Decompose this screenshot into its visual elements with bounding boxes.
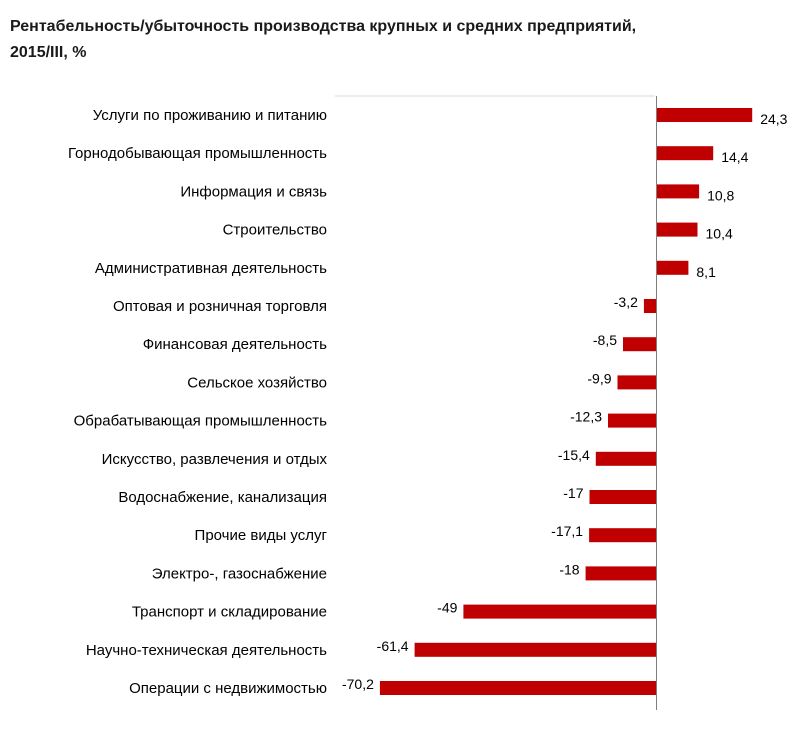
value-label: -70,2 bbox=[342, 676, 374, 692]
category-label: Горнодобывающая промышленность bbox=[68, 145, 327, 162]
bar bbox=[608, 413, 657, 428]
bar bbox=[617, 375, 657, 390]
category-label: Научно-техническая деятельность bbox=[86, 642, 327, 659]
bars-layer bbox=[379, 108, 753, 695]
value-label: 24,3 bbox=[760, 111, 787, 127]
value-label: 14,4 bbox=[721, 149, 748, 165]
category-label: Финансовая деятельность bbox=[143, 336, 327, 353]
bar bbox=[595, 451, 657, 466]
value-label: -49 bbox=[437, 600, 457, 616]
bar bbox=[656, 222, 698, 237]
category-label: Электро-, газоснабжение bbox=[152, 565, 327, 582]
value-label: 8,1 bbox=[696, 264, 716, 280]
category-label: Услуги по проживанию и питанию bbox=[93, 107, 327, 124]
category-label: Обрабатывающая промышленность bbox=[74, 413, 328, 430]
labels-layer: Услуги по проживанию и питанию 24,3 Горнод… bbox=[68, 107, 788, 697]
value-label: 10,8 bbox=[707, 187, 734, 203]
bar bbox=[463, 604, 657, 619]
category-label: Прочие виды услуг bbox=[195, 527, 328, 544]
value-label: -8,5 bbox=[593, 332, 617, 348]
category-label: Оптовая и розничная торговля bbox=[113, 298, 327, 315]
bar bbox=[656, 146, 714, 161]
value-label: -61,4 bbox=[377, 638, 409, 654]
bar bbox=[656, 184, 700, 199]
bar bbox=[623, 337, 657, 352]
value-label: -3,2 bbox=[614, 294, 638, 310]
value-label: -17,1 bbox=[551, 523, 583, 539]
bar bbox=[589, 528, 657, 543]
category-label: Транспорт и складирование bbox=[132, 604, 327, 621]
value-label: -15,4 bbox=[558, 447, 590, 463]
value-label: -18 bbox=[559, 561, 579, 577]
bar bbox=[643, 299, 657, 313]
category-label: Искусство, развлечения и отдых bbox=[102, 451, 328, 468]
chart-title: Рентабельность/убыточность производства … bbox=[10, 18, 637, 61]
bar bbox=[656, 108, 753, 122]
value-label: -9,9 bbox=[587, 370, 611, 386]
category-label: Сельское хозяйство bbox=[187, 374, 327, 391]
bar bbox=[379, 681, 657, 695]
category-label: Операции с недвижимостью bbox=[129, 680, 327, 697]
category-label: Административная деятельность bbox=[95, 260, 327, 277]
value-label: -17 bbox=[563, 485, 583, 501]
category-label: Информация и связь bbox=[180, 183, 327, 200]
bar bbox=[414, 642, 657, 657]
bar bbox=[585, 566, 657, 581]
value-label: 10,4 bbox=[706, 226, 733, 242]
bar bbox=[589, 490, 657, 504]
category-label: Водоснабжение, канализация bbox=[118, 489, 327, 506]
bar bbox=[656, 260, 689, 275]
value-label: -12,3 bbox=[570, 409, 602, 425]
category-label: Строительство bbox=[223, 222, 327, 239]
